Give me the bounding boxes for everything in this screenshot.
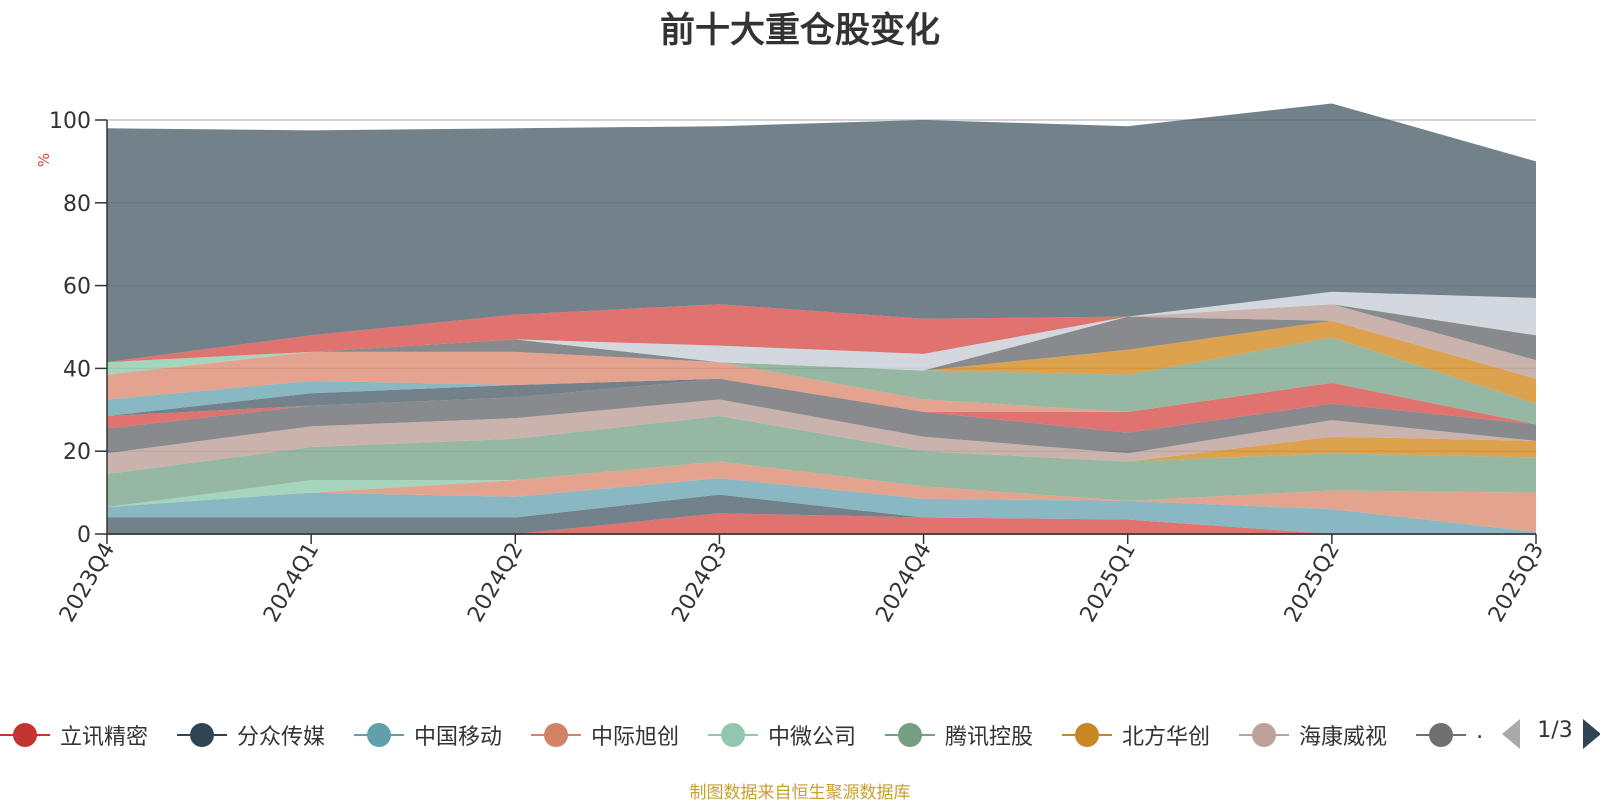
x-tick-label: 2024Q2	[463, 539, 528, 627]
area-series-17	[107, 316, 1536, 379]
legend-label: …	[1476, 719, 1484, 744]
legend: 立讯精密 分众传媒 中国移动 中际旭创 中微公司 腾讯控股 北方华创 海康威视 …	[0, 716, 1484, 752]
area-series-14	[107, 337, 1536, 425]
legend-label: 中际旭创	[591, 725, 680, 750]
y-tick-label: 60	[63, 275, 91, 300]
y-tick-label: 80	[63, 192, 91, 217]
legend-label: 中微公司	[768, 725, 857, 750]
y-tick-label: 20	[63, 440, 91, 465]
chart-title: 前十大重仓股变化	[659, 11, 940, 51]
x-tick-label: 2025Q1	[1076, 539, 1141, 627]
legend-page-indicator: 1/3	[1537, 718, 1573, 743]
area-series-9	[107, 378, 1536, 454]
legend-marker-icon	[721, 723, 745, 747]
x-tick-label: 2024Q3	[667, 539, 732, 627]
area-series-8	[107, 399, 1536, 474]
legend-label: 腾讯控股	[945, 725, 1034, 750]
area-series-10	[107, 378, 1536, 433]
x-tick-label: 2025Q2	[1280, 539, 1345, 627]
source-note: 制图数据来自恒生聚源数据库	[689, 783, 911, 803]
legend-marker-icon	[1075, 723, 1099, 747]
legend-label: 北方华创	[1122, 725, 1211, 750]
x-tick-label: 2023Q4	[55, 539, 120, 627]
legend-label: 分众传媒	[237, 725, 326, 750]
legend-marker-icon	[1252, 723, 1276, 747]
area-series-11	[107, 378, 1536, 425]
area-series-1	[107, 513, 1536, 534]
legend-marker-icon	[190, 723, 214, 747]
legend-prev-page-button[interactable]	[1502, 719, 1520, 749]
x-tick-label: 2024Q4	[871, 539, 936, 627]
area-series-20	[107, 291, 1536, 371]
legend-label: 中国移动	[414, 725, 503, 750]
area-series-6	[107, 416, 1536, 508]
area-layer	[107, 103, 1536, 534]
legend-label: 海康威视	[1299, 725, 1388, 750]
x-tick-label: 2024Q1	[259, 539, 324, 627]
y-tick-label: 40	[63, 357, 91, 382]
legend-marker-icon	[13, 723, 37, 747]
y-tick-label: 0	[77, 523, 91, 548]
y-tick-label: 100	[49, 109, 91, 134]
area-series-4	[107, 461, 1536, 532]
area-series-2	[107, 494, 1536, 534]
legend-next-page-button[interactable]	[1583, 719, 1600, 749]
area-series-21	[107, 291, 1536, 363]
legend-marker-icon	[544, 723, 568, 747]
y-axis-unit-label: %	[35, 153, 53, 167]
legend-marker-icon	[1429, 723, 1453, 747]
area-series-22	[107, 103, 1536, 363]
area-series-3	[107, 478, 1536, 534]
x-tick-label: 2025Q3	[1484, 539, 1549, 627]
legend-label: 立讯精密	[60, 725, 149, 750]
area-series-5	[107, 461, 1536, 508]
legend-marker-icon	[367, 723, 391, 747]
area-series-13	[107, 351, 1536, 425]
legend-marker-icon	[898, 723, 922, 747]
